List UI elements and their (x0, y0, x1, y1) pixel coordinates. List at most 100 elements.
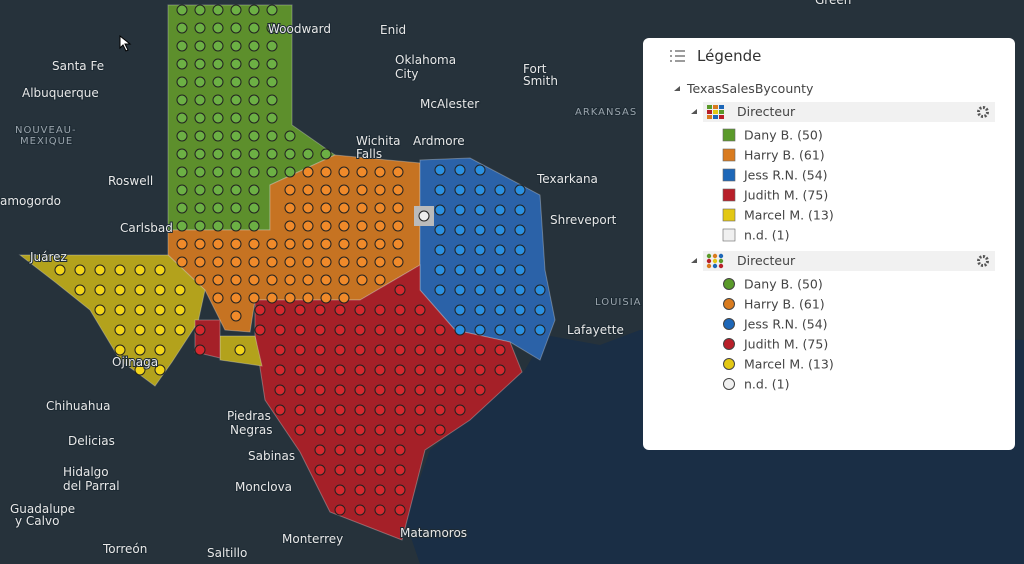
county-marker[interactable] (414, 404, 426, 416)
county-marker[interactable] (354, 464, 366, 476)
county-marker[interactable] (284, 148, 296, 160)
county-marker[interactable] (254, 324, 266, 336)
county-marker[interactable] (212, 274, 224, 286)
county-marker[interactable] (94, 284, 106, 296)
county-marker[interactable] (266, 238, 278, 250)
county-marker[interactable] (514, 204, 526, 216)
county-marker[interactable] (374, 464, 386, 476)
county-marker[interactable] (434, 344, 446, 356)
county-marker[interactable] (114, 264, 126, 276)
county-marker[interactable] (194, 40, 206, 52)
county-marker[interactable] (154, 344, 166, 356)
county-marker[interactable] (314, 424, 326, 436)
county-marker[interactable] (230, 310, 242, 322)
county-marker[interactable] (374, 384, 386, 396)
county-marker[interactable] (302, 148, 314, 160)
settings-gear[interactable] (977, 106, 989, 118)
county-marker[interactable] (134, 324, 146, 336)
county-marker[interactable] (454, 164, 466, 176)
county-marker[interactable] (474, 244, 486, 256)
county-marker[interactable] (354, 384, 366, 396)
county-marker[interactable] (194, 94, 206, 106)
expand-arrow[interactable] (691, 258, 697, 263)
county-marker[interactable] (194, 274, 206, 286)
county-marker[interactable] (494, 344, 506, 356)
county-marker[interactable] (230, 22, 242, 34)
county-marker[interactable] (302, 166, 314, 178)
county-marker[interactable] (494, 244, 506, 256)
county-marker[interactable] (334, 464, 346, 476)
county-marker[interactable] (248, 94, 260, 106)
county-marker[interactable] (294, 324, 306, 336)
county-marker[interactable] (248, 112, 260, 124)
county-marker[interactable] (248, 256, 260, 268)
county-marker[interactable] (414, 364, 426, 376)
county-marker[interactable] (454, 344, 466, 356)
county-marker[interactable] (230, 58, 242, 70)
county-marker[interactable] (284, 166, 296, 178)
county-marker[interactable] (374, 184, 386, 196)
county-marker[interactable] (374, 344, 386, 356)
county-marker[interactable] (54, 264, 66, 276)
county-marker[interactable] (454, 224, 466, 236)
county-marker[interactable] (454, 304, 466, 316)
county-marker[interactable] (266, 4, 278, 16)
county-marker[interactable] (494, 304, 506, 316)
county-marker[interactable] (230, 76, 242, 88)
county-marker[interactable] (266, 58, 278, 70)
county-marker[interactable] (284, 256, 296, 268)
county-marker[interactable] (212, 238, 224, 250)
county-marker[interactable] (474, 204, 486, 216)
county-marker[interactable] (212, 40, 224, 52)
county-marker[interactable] (338, 202, 350, 214)
county-marker[interactable] (294, 424, 306, 436)
county-marker[interactable] (134, 304, 146, 316)
county-marker[interactable] (284, 220, 296, 232)
county-marker[interactable] (154, 324, 166, 336)
county-marker[interactable] (212, 256, 224, 268)
county-marker[interactable] (474, 264, 486, 276)
county-marker[interactable] (354, 484, 366, 496)
county-marker[interactable] (356, 220, 368, 232)
county-marker[interactable] (194, 130, 206, 142)
county-marker[interactable] (74, 264, 86, 276)
county-marker[interactable] (394, 304, 406, 316)
county-marker[interactable] (414, 304, 426, 316)
county-marker[interactable] (194, 166, 206, 178)
county-marker[interactable] (248, 238, 260, 250)
county-marker[interactable] (284, 292, 296, 304)
county-marker[interactable] (230, 238, 242, 250)
county-marker[interactable] (354, 324, 366, 336)
county-marker[interactable] (434, 324, 446, 336)
county-marker[interactable] (212, 4, 224, 16)
county-marker[interactable] (334, 504, 346, 516)
county-marker[interactable] (434, 264, 446, 276)
county-marker[interactable] (314, 404, 326, 416)
county-marker[interactable] (392, 238, 404, 250)
county-marker[interactable] (474, 224, 486, 236)
county-marker[interactable] (534, 284, 546, 296)
county-marker[interactable] (334, 324, 346, 336)
county-marker[interactable] (248, 184, 260, 196)
county-marker[interactable] (392, 220, 404, 232)
county-marker[interactable] (176, 130, 188, 142)
county-marker[interactable] (394, 444, 406, 456)
county-marker[interactable] (212, 148, 224, 160)
county-marker[interactable] (320, 256, 332, 268)
county-marker[interactable] (274, 324, 286, 336)
county-marker[interactable] (230, 166, 242, 178)
county-marker[interactable] (394, 464, 406, 476)
county-marker[interactable] (494, 224, 506, 236)
county-marker[interactable] (354, 504, 366, 516)
county-marker[interactable] (176, 256, 188, 268)
county-marker[interactable] (334, 364, 346, 376)
county-marker[interactable] (194, 112, 206, 124)
county-marker[interactable] (212, 292, 224, 304)
county-marker[interactable] (248, 58, 260, 70)
county-marker[interactable] (374, 274, 386, 286)
county-marker[interactable] (354, 364, 366, 376)
county-marker[interactable] (514, 304, 526, 316)
county-marker[interactable] (454, 204, 466, 216)
county-marker[interactable] (394, 484, 406, 496)
county-marker[interactable] (212, 58, 224, 70)
